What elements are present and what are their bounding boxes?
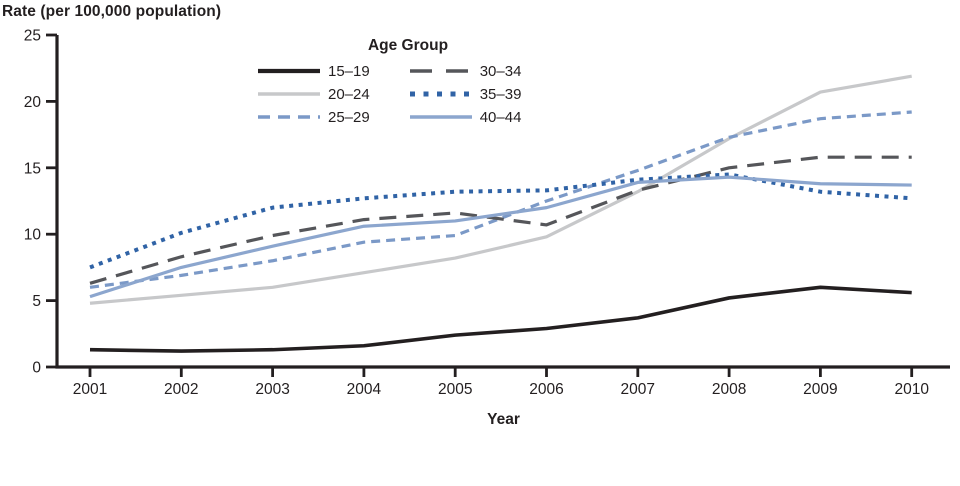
y-tick-label: 15 xyxy=(24,160,41,177)
legend-label: 25–29 xyxy=(328,108,370,126)
legend-title: Age Group xyxy=(367,37,449,54)
legend-item-25-29: 25–29 xyxy=(258,108,370,126)
x-tick-label: 2005 xyxy=(438,381,472,398)
legend-columns: 15–19 20–24 25–29 30–34 35–39 40–44 xyxy=(258,62,558,126)
y-tick-label: 20 xyxy=(24,94,42,111)
x-tick-label: 2002 xyxy=(164,381,198,398)
x-tick-label: 2009 xyxy=(803,381,837,398)
x-tick-label: 2001 xyxy=(73,381,107,398)
legend-label: 20–24 xyxy=(328,85,370,103)
series-40-44-line xyxy=(89,175,912,299)
x-tick-label: 2004 xyxy=(347,381,382,398)
series-25-29-line xyxy=(89,110,912,289)
x-tick-label: 2006 xyxy=(529,381,563,398)
series-35-39-line xyxy=(89,172,912,270)
legend-label: 15–19 xyxy=(328,62,370,80)
y-tick-label: 5 xyxy=(32,293,41,310)
legend-label: 40–44 xyxy=(479,108,522,126)
legend-column: 30–34 35–39 40–44 xyxy=(409,62,522,126)
legend-item-40-44: 40–44 xyxy=(409,108,522,126)
y-tick-label: 0 xyxy=(32,360,41,377)
legend-line-sample xyxy=(258,115,320,119)
legend: Age Group 15–19 20–24 25–29 30–34 35–39 40–44 xyxy=(258,37,558,126)
legend-item-20-24: 20–24 xyxy=(258,85,370,103)
x-tick-label: 2007 xyxy=(621,381,655,398)
legend-line-sample xyxy=(409,115,472,119)
legend-line-sample xyxy=(258,92,320,96)
legend-line-sample xyxy=(409,91,472,97)
legend-label: 30–34 xyxy=(479,62,522,80)
legend-label: 35–39 xyxy=(479,85,522,103)
legend-item-35-39: 35–39 xyxy=(409,85,522,103)
y-tick-label: 25 xyxy=(24,28,41,45)
legend-item-15-19: 15–19 xyxy=(258,62,370,80)
x-tick-label: 2008 xyxy=(712,381,746,398)
chart-title: Rate (per 100,000 population) xyxy=(2,3,222,20)
x-tick-label: 2003 xyxy=(255,381,289,398)
legend-item-30-34: 30–34 xyxy=(409,62,522,80)
legend-line-sample xyxy=(409,69,472,73)
y-tick-label: 10 xyxy=(24,227,42,244)
x-tick-label: 2010 xyxy=(894,381,929,398)
x-axis-label: Year xyxy=(487,411,520,428)
series-15-19-line xyxy=(89,285,912,353)
legend-column: 15–19 20–24 25–29 xyxy=(258,62,370,126)
series-30-34-line xyxy=(89,155,912,285)
series-20-24-line xyxy=(89,74,912,305)
legend-line-sample xyxy=(258,68,320,74)
